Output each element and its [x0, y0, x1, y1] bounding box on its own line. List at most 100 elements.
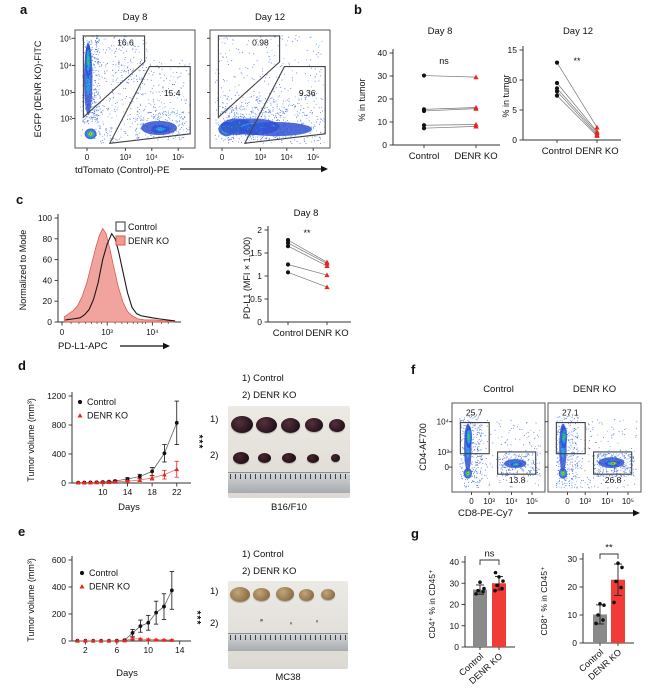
svg-text:CD8-PE-Cy7: CD8-PE-Cy7 — [458, 508, 513, 519]
svg-text:20: 20 — [378, 94, 388, 104]
svg-text:10³: 10³ — [120, 153, 132, 162]
svg-text:Day 8: Day 8 — [123, 12, 148, 23]
tumor-specimen — [281, 418, 300, 433]
svg-text:0: 0 — [47, 317, 52, 327]
tumor-specimen — [258, 453, 271, 463]
svg-text:tdTomato (Control)-PE: tdTomato (Control)-PE — [75, 165, 170, 176]
svg-text:0.98: 0.98 — [252, 37, 269, 47]
svg-text:13.8: 13.8 — [509, 475, 526, 485]
svg-text:10⁵: 10⁵ — [172, 153, 184, 162]
svg-text:0.5: 0.5 — [250, 294, 262, 304]
svg-text:0: 0 — [512, 135, 517, 145]
svg-text:14: 14 — [123, 487, 133, 497]
tumor-specimen — [260, 619, 263, 621]
mc38-tumor-photo — [228, 581, 348, 669]
svg-text:10⁴: 10⁴ — [601, 497, 614, 506]
svg-text:Day 8: Day 8 — [294, 208, 319, 219]
tumor-specimen — [307, 454, 319, 463]
svg-text:100: 100 — [38, 213, 52, 223]
ruler — [228, 472, 350, 493]
svg-text:10⁴: 10⁴ — [505, 497, 518, 506]
panel-label-a: a — [20, 2, 28, 17]
tumor-specimen — [305, 418, 323, 432]
svg-text:0: 0 — [61, 478, 66, 488]
svg-text:**: ** — [605, 543, 613, 554]
svg-text:10³: 10³ — [60, 89, 72, 98]
svg-text:26.8: 26.8 — [605, 475, 622, 485]
svg-text:10⁵: 10⁵ — [60, 34, 72, 43]
tumor-specimen — [282, 453, 296, 463]
svg-text:15.4: 15.4 — [164, 88, 181, 98]
b16-tumor-photo — [228, 406, 350, 498]
svg-text:PD-L1-APC: PD-L1-APC — [58, 341, 108, 352]
svg-text:800: 800 — [52, 420, 66, 430]
svg-text:1.5: 1.5 — [250, 248, 262, 258]
svg-text:18: 18 — [147, 487, 157, 497]
mc38-row2-marker: 2) — [210, 618, 219, 629]
b16-legend-control: 1) Control — [242, 373, 284, 384]
tumor-growth-curve-b16: 0 400 800 1200 10 14 18 22 Control DENR KO *** Days… — [26, 391, 204, 513]
svg-text:10: 10 — [98, 487, 108, 497]
svg-text:0: 0 — [85, 153, 90, 162]
tumor-specimen — [233, 452, 249, 464]
svg-text:Tumor volume (mm³): Tumor volume (mm³) — [26, 398, 36, 482]
svg-text:10⁴: 10⁴ — [281, 153, 294, 162]
svg-text:PD-L1 (MFI × 1,000): PD-L1 (MFI × 1,000) — [242, 237, 252, 319]
svg-text:% in tumor: % in tumor — [501, 74, 511, 117]
tumor-specimen — [230, 587, 250, 602]
svg-text:20: 20 — [43, 296, 53, 306]
svg-text:400: 400 — [52, 582, 66, 592]
svg-text:600: 600 — [52, 555, 66, 565]
svg-text:0: 0 — [220, 153, 225, 162]
svg-text:40: 40 — [450, 557, 460, 567]
svg-text:9.36: 9.36 — [299, 88, 316, 98]
svg-text:Day 12: Day 12 — [563, 26, 593, 37]
mc38-legend-control: 1) Control — [242, 549, 284, 560]
svg-text:0: 0 — [61, 636, 66, 646]
svg-text:10³: 10³ — [255, 153, 267, 162]
svg-text:Day 8: Day 8 — [428, 26, 453, 37]
svg-text:10: 10 — [450, 621, 460, 631]
mc38-row1-marker: 1) — [210, 586, 219, 597]
panel-label-d: d — [18, 358, 26, 373]
svg-text:5: 5 — [512, 105, 517, 115]
svg-text:0: 0 — [382, 140, 387, 150]
svg-text:0: 0 — [445, 463, 450, 472]
svg-text:ns: ns — [439, 56, 449, 66]
svg-text:15: 15 — [508, 45, 518, 55]
svg-text:0: 0 — [257, 317, 262, 327]
svg-text:30: 30 — [568, 554, 578, 564]
panel-label-b: b — [354, 2, 362, 17]
svg-text:10⁴: 10⁴ — [437, 418, 450, 427]
svg-text:10: 10 — [144, 645, 154, 655]
tumor-specimen — [331, 454, 340, 462]
svg-text:40: 40 — [43, 275, 53, 285]
svg-text:27.1: 27.1 — [562, 407, 579, 417]
svg-text:DENR KO: DENR KO — [87, 411, 128, 421]
svg-text:Control: Control — [409, 151, 440, 162]
mc38-photo-legend: 1) Control 2) DENR KO — [242, 546, 296, 580]
svg-text:40: 40 — [378, 48, 388, 58]
b16-row1-marker: 1) — [210, 414, 219, 425]
svg-text:0: 0 — [565, 497, 570, 506]
svg-text:0: 0 — [572, 638, 577, 648]
svg-text:Tumor volume (mm³): Tumor volume (mm³) — [26, 558, 36, 642]
svg-text:DENR KO: DENR KO — [573, 384, 616, 395]
b16-photo-legend: 1) Control 2) DENR KO — [242, 370, 296, 404]
flow-plot-pair-tils: CD4-AF700 Control 25.7 13.8 0 10³ 10⁴ 10⁵ 10⁴ 10³… — [418, 384, 642, 519]
svg-text:10⁴: 10⁴ — [146, 328, 159, 337]
svg-text:10³: 10³ — [483, 497, 495, 506]
svg-text:16.6: 16.6 — [117, 37, 134, 47]
svg-text:200: 200 — [52, 609, 66, 619]
svg-text:Control: Control — [89, 568, 118, 578]
svg-text:0: 0 — [454, 642, 459, 652]
tumor-specimen — [256, 417, 277, 433]
svg-text:10: 10 — [508, 75, 518, 85]
svg-text:CD4-AF700: CD4-AF700 — [418, 423, 428, 471]
tumor-specimen — [329, 419, 345, 432]
tumor-specimen — [299, 589, 314, 601]
svg-text:60: 60 — [43, 255, 53, 265]
svg-text:Days: Days — [118, 502, 140, 513]
